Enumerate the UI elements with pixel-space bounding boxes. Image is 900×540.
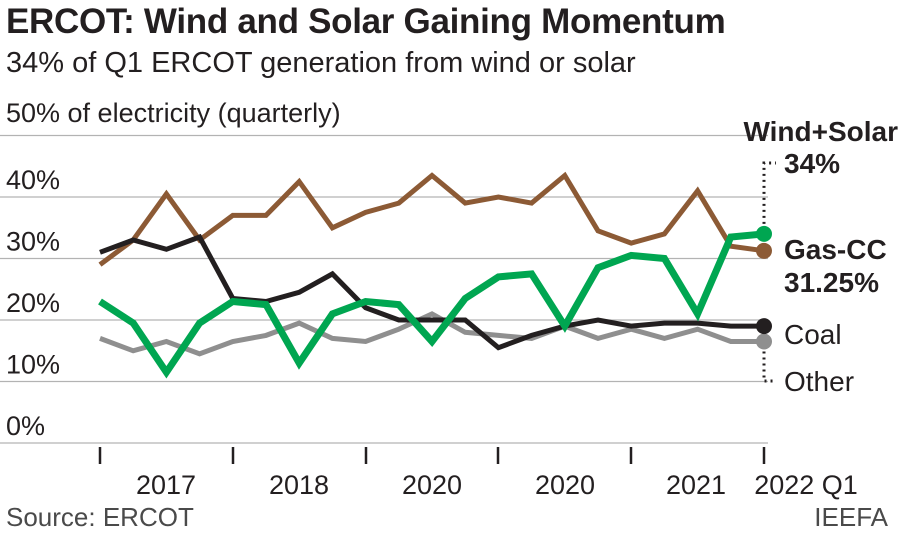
x-tick-label-2: 2020 [402, 470, 462, 500]
series-line-wind-solar [98, 230, 765, 379]
wind-solar-leader-line [762, 161, 776, 224]
y-tick-label-30pct: 30% [6, 227, 60, 257]
x-tick-label-5: 2022 Q1 [754, 470, 858, 500]
x-tick-label-1: 2018 [269, 470, 329, 500]
series-end-marker-gas-cc [756, 242, 772, 259]
y-tick-label-0pct: 0% [6, 411, 45, 441]
series-line-gas-cc [98, 171, 765, 267]
source-note: Source: ERCOT [6, 502, 194, 532]
x-tick-label-3: 2020 [535, 470, 595, 500]
series-end-marker-other [756, 333, 772, 350]
y-tick-label-40pct: 40% [6, 165, 60, 195]
y-tick-label-20pct: 20% [6, 288, 60, 318]
series-line-coal [99, 233, 764, 351]
y-axis-label: 50% of electricity (quarterly) [6, 98, 341, 128]
chart-subtitle: 34% of Q1 ERCOT generation from wind or … [6, 47, 636, 79]
other-leader-line [762, 351, 776, 383]
x-tick-label-4: 2021 [666, 470, 726, 500]
series-line-other [99, 311, 764, 357]
coal-label: Coal [784, 319, 842, 350]
gas-cc-value-label: 31.25% [784, 267, 879, 298]
series-end-marker-wind-solar [756, 225, 772, 242]
wind-solar-value-label: 34% [784, 148, 840, 179]
publisher-credit: IEEFA [814, 502, 888, 532]
x-tick-label-0: 2017 [136, 470, 196, 500]
series-end-marker-coal [756, 318, 772, 335]
wind-solar-label: Wind+Solar [743, 116, 898, 147]
gas-cc-label: Gas-CC [784, 234, 887, 265]
chart-title: ERCOT: Wind and Solar Gaining Momentum [6, 2, 726, 41]
y-tick-label-10pct: 10% [6, 350, 60, 380]
other-label: Other [784, 366, 854, 397]
